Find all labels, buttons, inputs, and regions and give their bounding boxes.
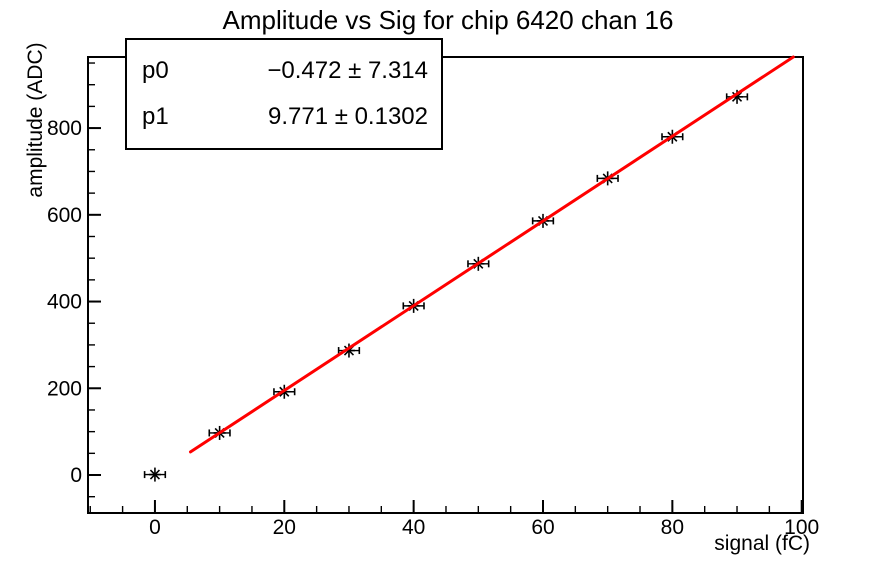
fit-line xyxy=(189,55,795,454)
fit-stats-box: p0 −0.472 ± 7.314 p1 9.771 ± 0.1302 xyxy=(125,38,443,150)
y-tick-label: 200 xyxy=(47,377,82,400)
chart-title: Amplitude vs Sig for chip 6420 chan 16 xyxy=(222,5,674,35)
y-axis-title: amplitude (ADC) xyxy=(24,42,47,198)
stats-param-name: p0 xyxy=(142,57,169,85)
x-tick-label: 0 xyxy=(149,516,161,539)
x-tick-label: 80 xyxy=(661,516,684,539)
y-tick-label: 800 xyxy=(47,117,82,140)
x-tick-label: 20 xyxy=(273,516,296,539)
x-axis-title: signal (fC) xyxy=(714,532,810,555)
data-marker xyxy=(149,469,161,480)
stats-param-value: −0.472 ± 7.314 xyxy=(267,57,428,85)
y-tick-label: 400 xyxy=(47,291,82,314)
y-tick-label: 600 xyxy=(47,204,82,227)
stats-param-value: 9.771 ± 0.1302 xyxy=(268,102,428,130)
stats-row-p1: p1 9.771 ± 0.1302 xyxy=(127,103,441,131)
y-tick-label: 0 xyxy=(70,464,82,487)
stats-param-name: p1 xyxy=(142,102,169,130)
data-marker xyxy=(731,91,743,102)
stats-row-p0: p0 −0.472 ± 7.314 xyxy=(127,57,441,85)
x-tick-label: 60 xyxy=(531,516,554,539)
x-tick-label: 100 xyxy=(784,516,819,539)
x-tick-label: 40 xyxy=(402,516,425,539)
